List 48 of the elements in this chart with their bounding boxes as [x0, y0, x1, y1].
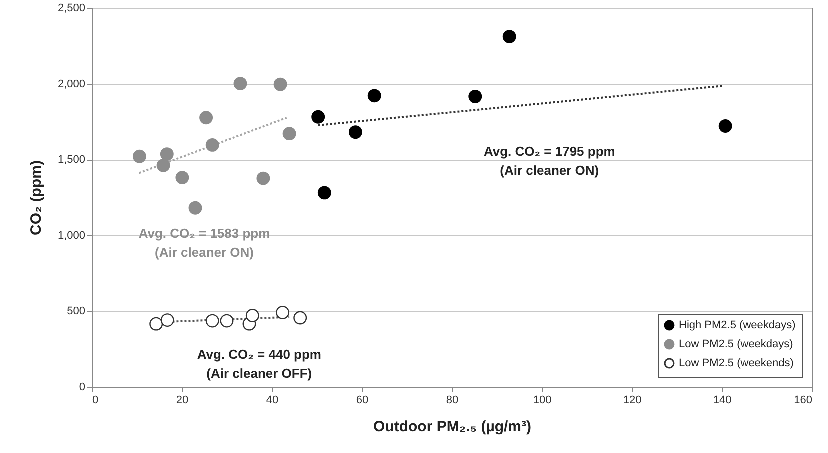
x-tick-label: 140: [713, 394, 732, 406]
x-tick-label: 20: [176, 394, 189, 406]
point: [318, 186, 332, 200]
point: [274, 78, 288, 92]
point: [156, 158, 170, 172]
legend-label: Low PM2.5 (weekdays): [679, 338, 794, 350]
point: [468, 90, 482, 104]
legend-label: Low PM2.5 (weekends): [679, 358, 794, 370]
point: [276, 306, 290, 320]
point: [220, 314, 234, 328]
point: [246, 309, 260, 322]
point: [312, 110, 326, 124]
point: [368, 89, 382, 103]
point: [206, 138, 220, 152]
x-tick-label: 40: [266, 394, 279, 406]
y-axis-title: CO₂ (ppm): [28, 160, 45, 236]
point: [294, 311, 308, 325]
point: [132, 150, 146, 164]
point: [348, 126, 362, 140]
point: [160, 148, 174, 162]
y-tick-label: 2,000: [58, 78, 86, 90]
annotation: Avg. CO₂ = 440 ppm (Air cleaner OFF): [197, 347, 322, 382]
annotation: Avg. CO₂ = 1583 ppm (Air cleaner ON): [138, 226, 270, 260]
y-tick-label: 1,000: [58, 230, 86, 242]
point: [502, 30, 516, 44]
x-tick-label: 80: [446, 394, 459, 406]
x-tick-label: 60: [356, 394, 369, 406]
point: [234, 77, 248, 91]
x-tick-label: 0: [92, 394, 99, 406]
x-tick-label: 120: [623, 394, 642, 406]
point: [282, 127, 296, 141]
point: [206, 314, 220, 328]
x-tick-label: 160: [794, 394, 812, 406]
point: [150, 317, 164, 331]
point: [176, 171, 190, 185]
y-tick-label: 0: [79, 382, 86, 394]
point: [256, 172, 270, 186]
point: [200, 111, 214, 125]
y-tick-label: 2,500: [58, 2, 86, 14]
point: [160, 314, 174, 328]
y-tick-label: 1,500: [58, 154, 86, 166]
legend-label: High PM2.5 (weekdays): [679, 320, 796, 332]
x-tick-label: 100: [533, 394, 552, 406]
y-tick-label: 500: [67, 306, 86, 318]
x-axis-title: Outdoor PM₂.₅ (µg/m³): [374, 418, 532, 436]
annotation: Avg. CO₂ = 1795 ppm (Air cleaner ON): [484, 144, 616, 178]
point: [188, 201, 202, 215]
point: [718, 120, 732, 133]
